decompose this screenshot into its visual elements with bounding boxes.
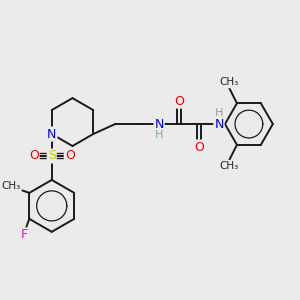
Text: O: O	[194, 140, 204, 154]
Text: N: N	[154, 118, 164, 130]
Text: H: H	[155, 130, 163, 140]
Text: O: O	[29, 149, 39, 163]
Text: CH₃: CH₃	[219, 77, 238, 87]
Text: N: N	[214, 118, 224, 130]
Text: H: H	[215, 108, 223, 118]
Text: S: S	[48, 149, 56, 163]
Text: O: O	[65, 149, 75, 163]
Text: N: N	[47, 128, 56, 140]
Text: O: O	[174, 94, 184, 108]
Text: F: F	[21, 228, 28, 241]
Text: CH₃: CH₃	[219, 161, 238, 171]
Text: CH₃: CH₃	[2, 181, 21, 191]
